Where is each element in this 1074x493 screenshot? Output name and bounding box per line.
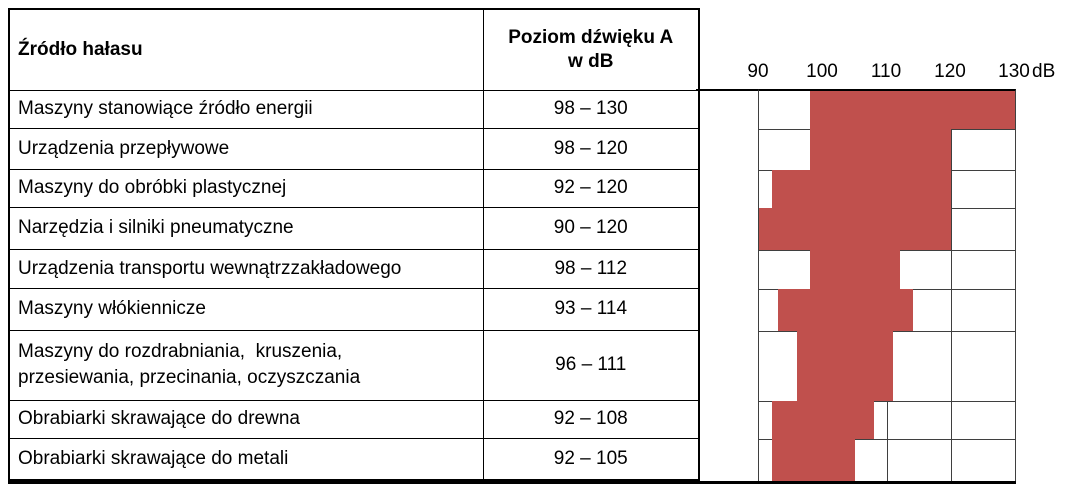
table-row: Maszyny do obróbki plastycznej 92 – 120 — [8, 168, 700, 208]
chart-bars — [759, 91, 1015, 483]
chart-axis-labels: dB 90 100 110 120 130 — [747, 61, 1074, 87]
noise-source-cell: Narzędzia i silniki pneumatyczne — [8, 206, 484, 250]
noise-source-cell: Obrabiarki skrawające do metali — [8, 437, 484, 481]
range-bar — [771, 401, 875, 439]
noise-table: Źródło hałasu Poziom dźwięku A w dB Masz… — [8, 8, 700, 481]
axis-unit-label: dB — [1032, 61, 1056, 82]
table-row: Maszyny stanowiące źródło energii 98 – 13… — [8, 89, 700, 129]
header-plot-connector-line — [696, 89, 758, 91]
table-row: Narzędzia i silniki pneumatyczne 90 – 120 — [8, 206, 700, 250]
table-row: Maszyny włókiennicze 93 – 114 — [8, 287, 700, 331]
noise-source-cell: Obrabiarki skrawające do drewna — [8, 399, 484, 439]
db-range-cell: 90 – 120 — [482, 206, 700, 250]
axis-tick-label-110: 110 — [870, 61, 902, 82]
axis-tick-label-120: 120 — [934, 61, 966, 82]
table-row: Urządzenia przepływowe 98 – 120 — [8, 127, 700, 170]
range-bar — [797, 331, 894, 401]
axis-tick-label-90: 90 — [747, 61, 769, 82]
db-range-cell: 98 – 120 — [482, 127, 700, 170]
chart-plot-area — [758, 89, 1016, 483]
table-row: Obrabiarki skrawające do drewna 92 – 108 — [8, 399, 700, 439]
table-row: Urządzenia transportu wewnątrzzakładoweg… — [8, 248, 700, 289]
range-bar — [771, 439, 855, 483]
source-column-header: Źródło hałasu — [8, 8, 484, 91]
bottom-border-line — [8, 481, 1016, 484]
db-range-cell: 93 – 114 — [482, 287, 700, 331]
db-range-cell: 98 – 130 — [482, 89, 700, 129]
noise-source-cell: Urządzenia transportu wewnątrzzakładoweg… — [8, 248, 484, 289]
vertical-gridline-120 — [951, 91, 952, 483]
noise-source-cell: Maszyny do rozdrabniania, kruszenia, prz… — [8, 329, 484, 401]
db-range-cell: 92 – 120 — [482, 168, 700, 208]
noise-source-cell: Maszyny do obróbki plastycznej — [8, 168, 484, 208]
horizontal-gridline — [759, 439, 1015, 440]
table-row: Obrabiarki skrawające do metali 92 – 105 — [8, 437, 700, 481]
range-bar — [778, 289, 913, 331]
level-column-header: Poziom dźwięku A w dB — [482, 8, 700, 91]
axis-tick-label-130: 130 — [998, 61, 1030, 82]
axis-tick-label-100: 100 — [806, 61, 838, 82]
noise-source-cell: Maszyny włókiennicze — [8, 287, 484, 331]
db-range-cell: 92 – 108 — [482, 399, 700, 439]
table-row: Maszyny do rozdrabniania, kruszenia, prz… — [8, 329, 700, 401]
range-bar — [759, 208, 951, 250]
range-bar — [771, 170, 951, 208]
range-bar — [810, 91, 1015, 129]
range-bar — [810, 250, 900, 289]
db-range-cell: 92 – 105 — [482, 437, 700, 481]
noise-source-cell: Maszyny stanowiące źródło energii — [8, 89, 484, 129]
table-body: Maszyny stanowiące źródło energii 98 – 13… — [8, 89, 700, 481]
range-bar — [810, 129, 951, 170]
header-row: Źródło hałasu Poziom dźwięku A w dB — [8, 8, 700, 91]
db-range-cell: 96 – 111 — [482, 329, 700, 401]
noise-source-cell: Urządzenia przepływowe — [8, 127, 484, 170]
db-range-cell: 98 – 112 — [482, 248, 700, 289]
horizontal-gridline — [759, 401, 1015, 402]
